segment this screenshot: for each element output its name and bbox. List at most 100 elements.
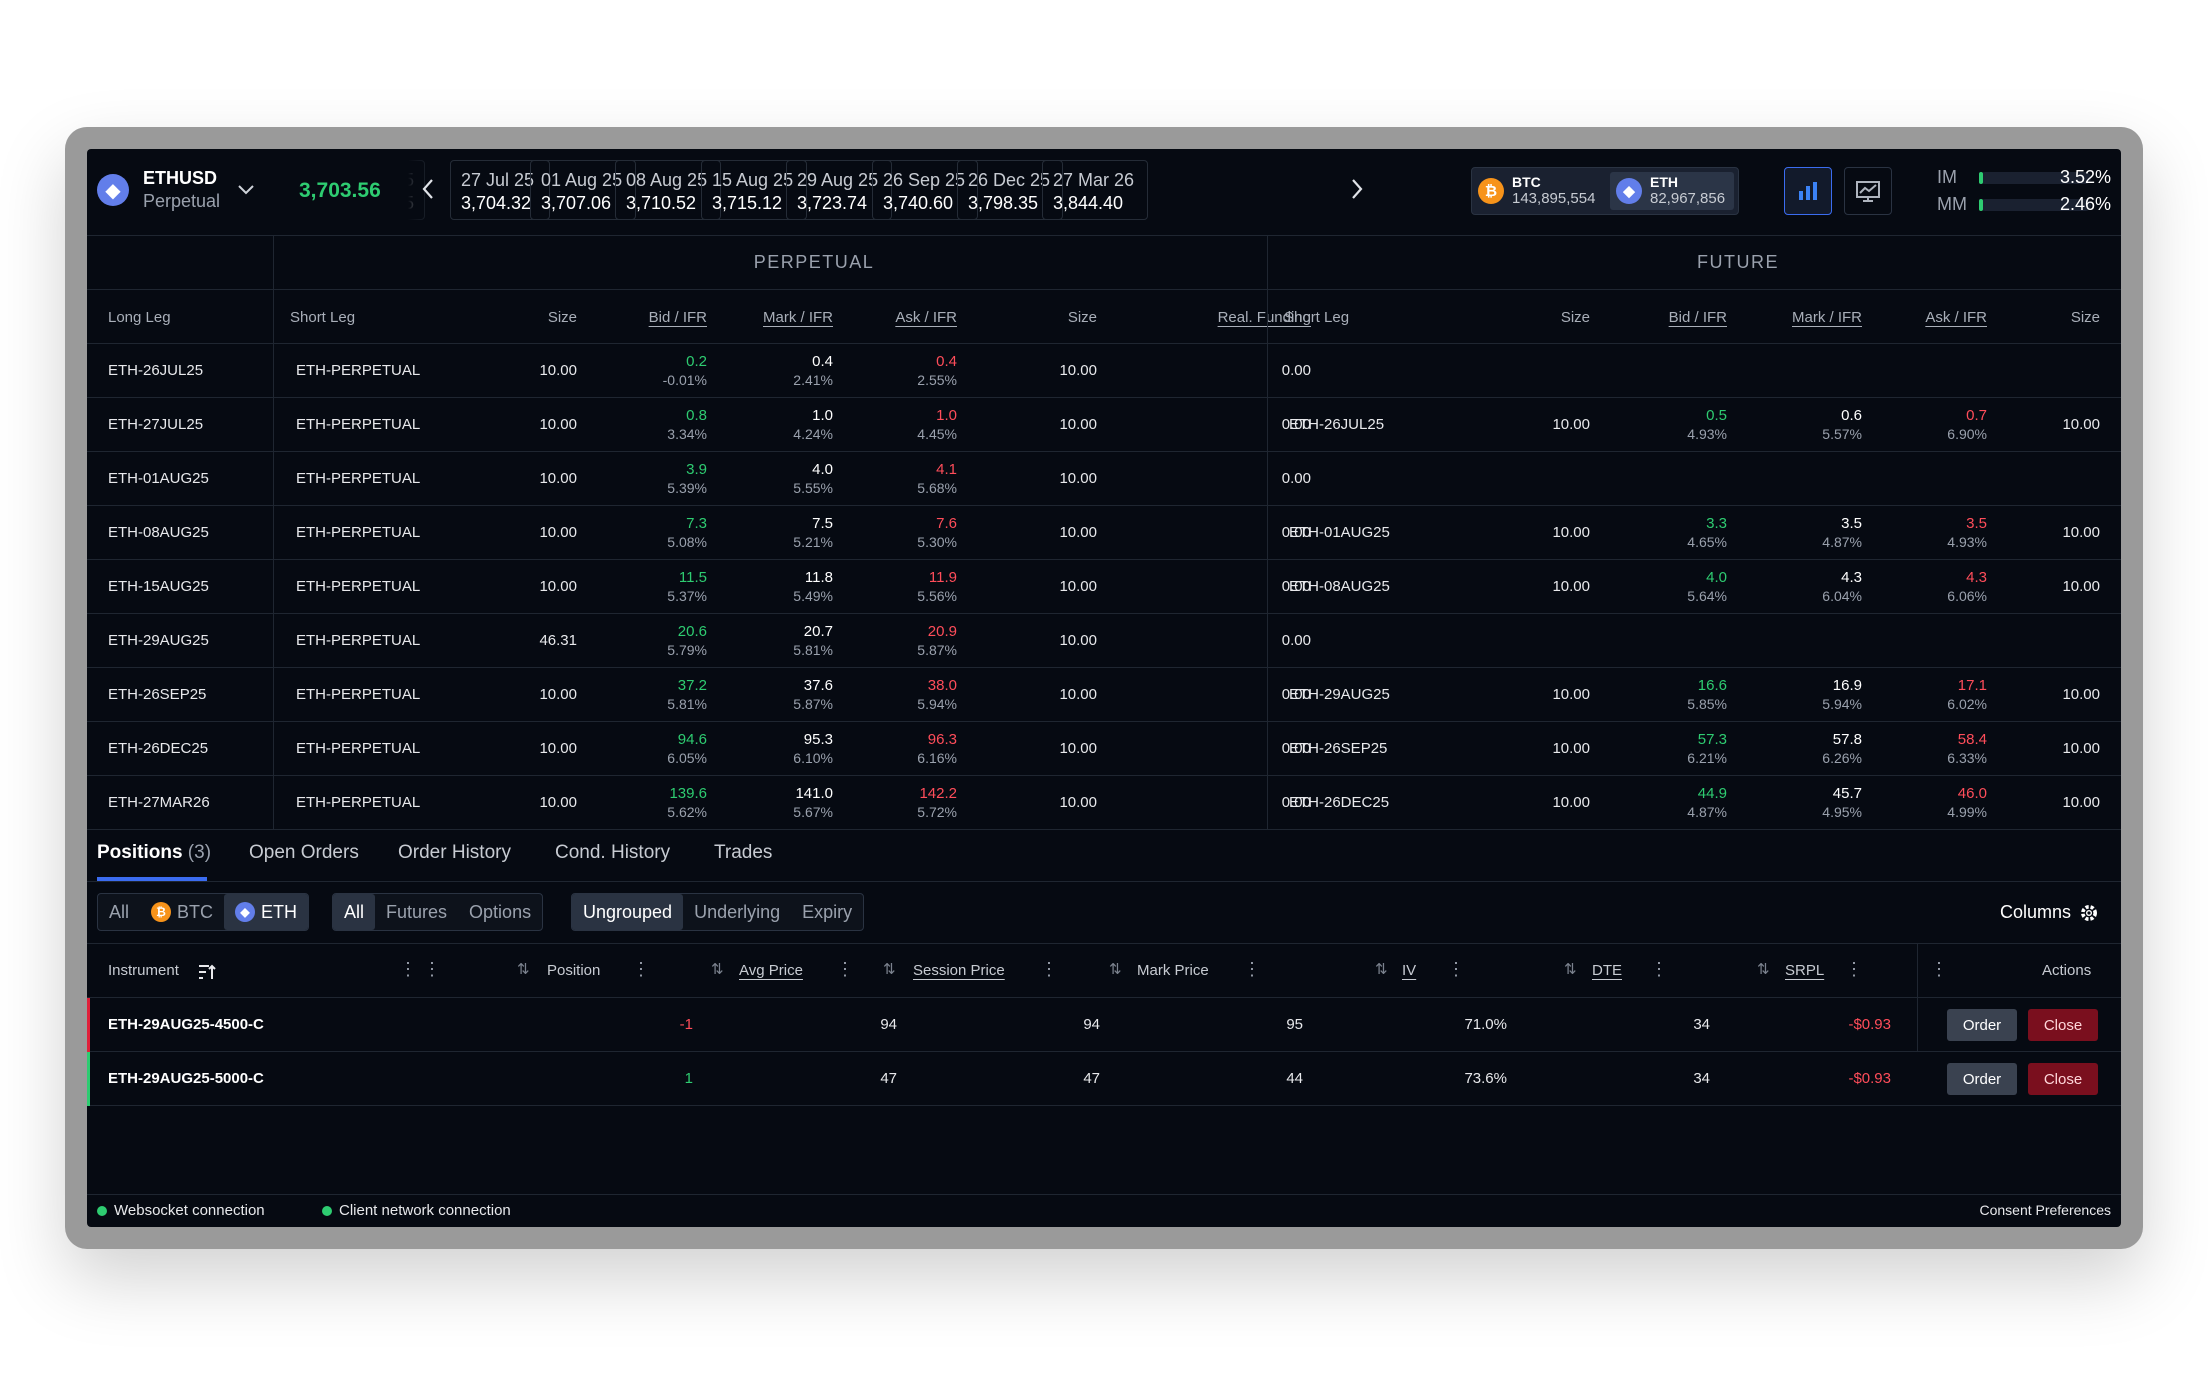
ask-cell[interactable]: 20.9 5.87% (897, 614, 957, 668)
table-row[interactable]: ETH-26JUL25 ETH-PERPETUAL 10.00 0.2 -0.01% 0.… (87, 344, 2121, 398)
more-vert-icon[interactable]: ⋮ (1845, 959, 1863, 979)
table-row[interactable]: ETH-01AUG25 ETH-PERPETUAL 10.00 3.9 5.39% 4.0… (87, 452, 2121, 506)
future-bid-cell[interactable]: 0.5 4.93% (1667, 398, 1727, 452)
sort-icon[interactable]: ⇅ (1375, 961, 1388, 978)
line-chart-view-button[interactable] (1844, 167, 1892, 215)
expiry-card[interactable]: 26 Sep 25 3,740.60 (872, 160, 978, 220)
btc-volume[interactable]: ₿ BTC 143,895,554 (1478, 172, 1595, 210)
tab-positions[interactable]: Positions (3) (97, 842, 211, 864)
expiry-card[interactable]: 26 Dec 25 3,798.35 (957, 160, 1063, 220)
future-bid-cell[interactable]: 57.3 6.21% (1667, 722, 1727, 776)
col-future-short-leg[interactable]: Short Leg (1284, 309, 1350, 326)
tab-order-history[interactable]: Order History (398, 842, 511, 863)
instrument[interactable]: ETH-29AUG25-5000-C (108, 1070, 264, 1087)
sort-icon[interactable]: ⇅ (883, 961, 896, 978)
symbol-selector[interactable]: ◆ ETHUSD Perpetual (97, 167, 254, 213)
more-vert-icon[interactable]: ⋮ (399, 959, 417, 979)
tab-open-orders[interactable]: Open Orders (249, 842, 359, 863)
col-future-size[interactable]: Size (1560, 309, 1590, 326)
bid-cell[interactable]: 7.3 5.08% (647, 506, 707, 560)
bid-cell[interactable]: 0.8 3.34% (647, 398, 707, 452)
more-vert-icon[interactable]: ⋮ (632, 959, 650, 979)
mark-cell[interactable]: 141.0 5.67% (773, 776, 833, 830)
more-vert-icon[interactable]: ⋮ (1650, 959, 1668, 979)
order-button[interactable]: Order (1947, 1009, 2017, 1041)
mark-cell[interactable]: 4.0 5.55% (773, 452, 833, 506)
col-real-funding[interactable]: Real. Funding (1217, 309, 1311, 326)
sort-icon[interactable]: ⇅ (517, 961, 530, 978)
bid-cell[interactable]: 11.5 5.37% (647, 560, 707, 614)
future-bid-cell[interactable]: 16.6 5.85% (1667, 668, 1727, 722)
col-avg-price[interactable]: Avg Price (739, 962, 803, 979)
mark-cell[interactable]: 11.8 5.49% (773, 560, 833, 614)
filter-kind-options[interactable]: Options (469, 901, 532, 922)
bid-cell[interactable]: 94.6 6.05% (647, 722, 707, 776)
future-ask-cell[interactable]: 17.1 6.02% (1927, 668, 1987, 722)
col-instrument[interactable]: Instrument (108, 962, 179, 979)
mark-cell[interactable]: 95.3 6.10% (773, 722, 833, 776)
ask-cell[interactable]: 96.3 6.16% (897, 722, 957, 776)
future-bid-cell[interactable]: 44.9 4.87% (1667, 776, 1727, 830)
col-future-size-2[interactable]: Size (2070, 309, 2100, 326)
expiry-card[interactable]: 29 Aug 25 3,723.74 (786, 160, 892, 220)
filter-expiry[interactable]: Expiry (802, 901, 853, 922)
table-row[interactable]: ETH-27JUL25 ETH-PERPETUAL 10.00 0.8 3.34% 1.0… (87, 398, 2121, 452)
col-size[interactable]: Size (547, 309, 577, 326)
ask-cell[interactable]: 38.0 5.94% (897, 668, 957, 722)
future-mark-cell[interactable]: 45.7 4.95% (1802, 776, 1862, 830)
chevron-down-icon[interactable] (238, 185, 254, 195)
table-row[interactable]: ETH-15AUG25 ETH-PERPETUAL 10.00 11.5 5.37% 11… (87, 560, 2121, 614)
filter-coin-all[interactable]: All (109, 901, 130, 922)
bar-chart-view-button[interactable] (1784, 167, 1832, 215)
chevron-right-icon[interactable] (1351, 178, 1363, 200)
future-ask-cell[interactable]: 0.7 6.90% (1927, 398, 1987, 452)
future-mark-cell[interactable]: 4.3 6.04% (1802, 560, 1862, 614)
future-bid-cell[interactable]: 4.0 5.64% (1667, 560, 1727, 614)
more-vert-icon[interactable]: ⋮ (1040, 959, 1058, 979)
bid-cell[interactable]: 20.6 5.79% (647, 614, 707, 668)
future-mark-cell[interactable]: 16.9 5.94% (1802, 668, 1862, 722)
table-row[interactable]: ETH-27MAR26 ETH-PERPETUAL 10.00 139.6 5.62% 1… (87, 776, 2121, 830)
mark-cell[interactable]: 37.6 5.87% (773, 668, 833, 722)
col-long-leg[interactable]: Long Leg (108, 309, 171, 326)
ask-cell[interactable]: 142.2 5.72% (897, 776, 957, 830)
col-position[interactable]: Position (547, 962, 601, 979)
col-bid-ifr[interactable]: Bid / IFR (648, 309, 707, 326)
filter-kind-futures[interactable]: Futures (386, 901, 448, 922)
bid-cell[interactable]: 139.6 5.62% (647, 776, 707, 830)
position-row[interactable]: ETH-29AUG25-5000-C 1 47 47 44 73.6% 34 -$0.93 Or… (87, 1052, 2121, 1106)
col-srpl[interactable]: SRPL (1785, 962, 1825, 979)
table-row[interactable]: ETH-26DEC25 ETH-PERPETUAL 10.00 94.6 6.05% 95… (87, 722, 2121, 776)
ask-cell[interactable]: 7.6 5.30% (897, 506, 957, 560)
col-future-bid-ifr[interactable]: Bid / IFR (1668, 309, 1727, 326)
filter-coin-eth[interactable]: ◆ ETH (224, 894, 309, 930)
chevron-left-icon[interactable] (422, 178, 434, 200)
col-size-2[interactable]: Size (1067, 309, 1097, 326)
more-vert-icon[interactable]: ⋮ (423, 959, 441, 979)
sort-icon[interactable]: ⇅ (1109, 961, 1122, 978)
col-ask-ifr[interactable]: Ask / IFR (895, 309, 957, 326)
close-button[interactable]: Close (2028, 1063, 2098, 1095)
col-short-leg[interactable]: Short Leg (290, 309, 356, 326)
tab-cond-history[interactable]: Cond. History (555, 842, 671, 863)
sort-icon[interactable]: ⇅ (1564, 961, 1577, 978)
ask-cell[interactable]: 0.4 2.55% (897, 344, 957, 398)
table-row[interactable]: ETH-08AUG25 ETH-PERPETUAL 10.00 7.3 5.08% 7.5… (87, 506, 2121, 560)
more-vert-icon[interactable]: ⋮ (1447, 959, 1465, 979)
filter-kind-all[interactable]: All (333, 894, 376, 930)
expiry-card[interactable]: 27 Jul 25 3,704.32 (450, 160, 550, 220)
expiry-card[interactable]: 27 Mar 26 3,844.40 (1042, 160, 1148, 220)
col-future-mark-ifr[interactable]: Mark / IFR (1792, 309, 1862, 326)
col-dte[interactable]: DTE (1592, 962, 1622, 979)
ask-cell[interactable]: 1.0 4.45% (897, 398, 957, 452)
filter-coin-btc[interactable]: ₿ BTC (140, 894, 224, 930)
bid-cell[interactable]: 0.2 -0.01% (647, 344, 707, 398)
more-vert-icon[interactable]: ⋮ (836, 959, 854, 979)
instrument[interactable]: ETH-29AUG25-4500-C (108, 1016, 264, 1033)
mark-cell[interactable]: 1.0 4.24% (773, 398, 833, 452)
mark-cell[interactable]: 20.7 5.81% (773, 614, 833, 668)
future-ask-cell[interactable]: 4.3 6.06% (1927, 560, 1987, 614)
col-iv[interactable]: IV (1402, 962, 1417, 979)
order-button[interactable]: Order (1947, 1063, 2017, 1095)
columns-button[interactable]: Columns (2000, 902, 2099, 923)
